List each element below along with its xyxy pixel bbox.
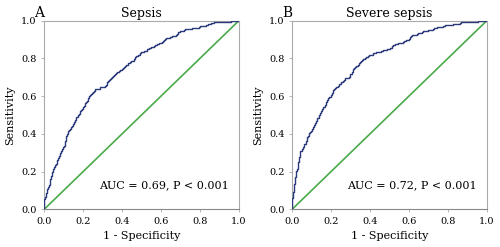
Text: AUC = 0.69, P < 0.001: AUC = 0.69, P < 0.001 [100,180,229,190]
Y-axis label: Sensitivity: Sensitivity [254,85,264,145]
Title: Sepsis: Sepsis [121,7,162,20]
X-axis label: 1 - Specificity: 1 - Specificity [350,231,428,242]
Y-axis label: Sensitivity: Sensitivity [6,85,16,145]
Title: Severe sepsis: Severe sepsis [346,7,432,20]
Text: AUC = 0.72, P < 0.001: AUC = 0.72, P < 0.001 [348,180,477,190]
Text: B: B [282,6,292,20]
Text: A: A [34,6,44,20]
X-axis label: 1 - Specificity: 1 - Specificity [103,231,180,242]
